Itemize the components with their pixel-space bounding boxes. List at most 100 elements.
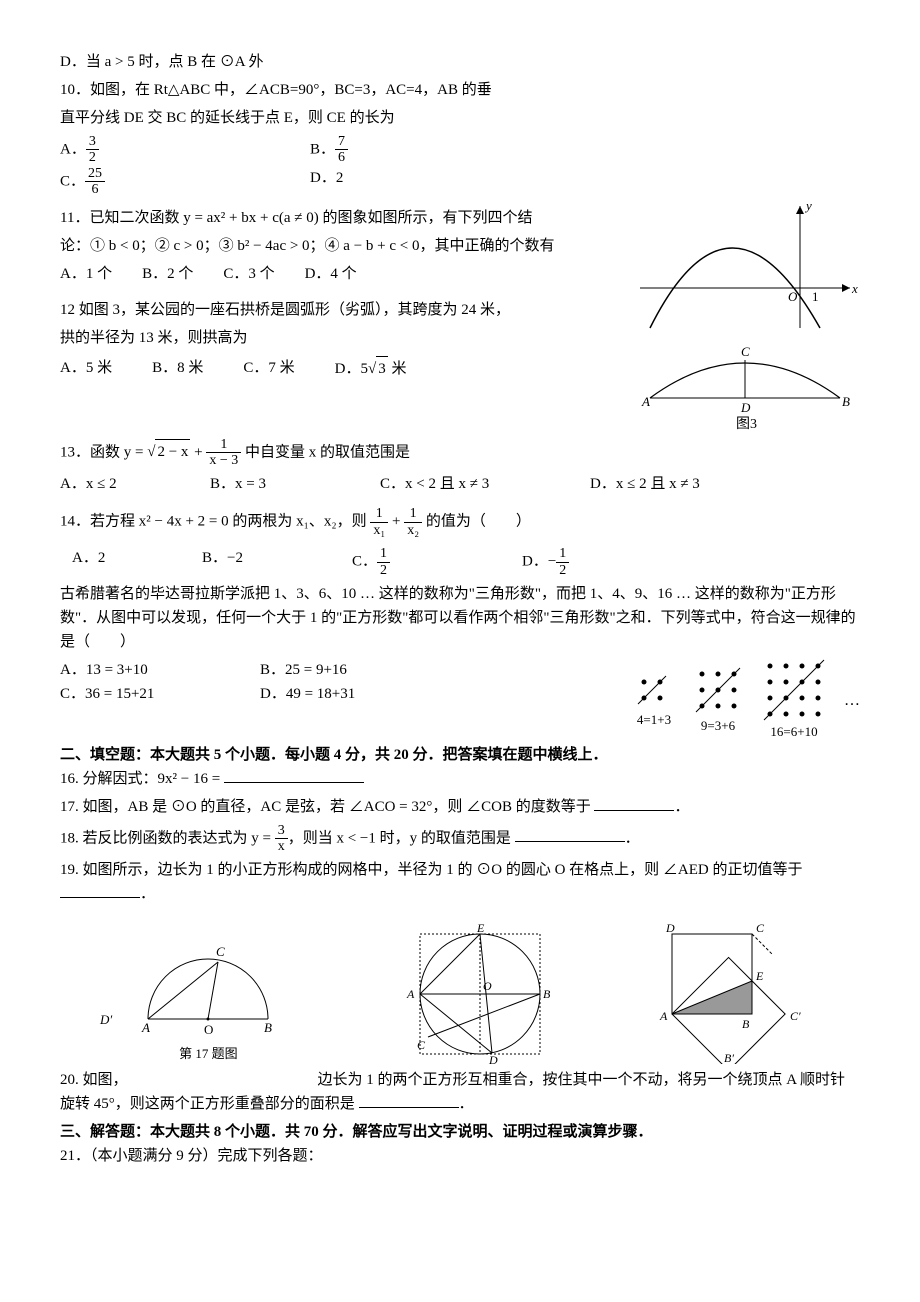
q19-end: ． [140, 886, 155, 902]
fig19-d: D [488, 1053, 498, 1064]
q14-opt-d: D．−12 [522, 546, 569, 578]
q15-fig-9 [692, 664, 744, 716]
q17-end: ． [674, 799, 689, 815]
q10-opts-row1: A．32 B．76 [60, 134, 860, 166]
q11-fig-o: O [788, 289, 798, 304]
q10-c-n: 25 [85, 166, 105, 182]
q15-dotfigs: 4=1+3 9=3+6 16=6+10 … [634, 658, 860, 743]
q12-fig-cap: 图3 [736, 417, 757, 432]
q18-b: ，则当 x < −1 时，y 的取值范围是 [288, 830, 515, 846]
fig20-cp: C′ [790, 1009, 801, 1023]
q10-stem-b: 直平分线 DE 交 BC 的延长线于点 E，则 CE 的长为 [60, 106, 860, 130]
q18-d: x [275, 839, 288, 854]
q10-opt-b: B．76 [310, 134, 348, 166]
q14-pre: 14．若方程 x² − 4x + 2 = 0 的两根为 x₁、x₂，则 [60, 514, 370, 530]
q15-fig-16 [762, 658, 826, 722]
fig20-bp: B′ [724, 1051, 734, 1064]
q12-arch-fig: A B C D 图3 [630, 338, 860, 433]
fig17-o: O [204, 1022, 213, 1037]
fig19-b: B [543, 987, 551, 1001]
q12-stem-a: 12 如图 3，某公园的一座石拱桥是圆弧形（劣弧），其跨度为 24 米， [60, 298, 620, 322]
q13-rad: 2 − x [155, 439, 190, 464]
fig20-a: A [659, 1009, 668, 1023]
q15-opt-d: D．49 = 18+31 [260, 682, 355, 706]
q12-opts: A．5 米 B．8 米 C．7 米 D．53 米 [60, 356, 620, 381]
fig20-d: D [665, 921, 675, 935]
fig17-c: C [216, 944, 225, 959]
q12-fig-c: C [741, 344, 750, 359]
q14-stem: 14．若方程 x² − 4x + 2 = 0 的两根为 x₁、x₂，则 1x₁ … [60, 506, 860, 538]
fig19-c: C [417, 1038, 426, 1052]
q14-d-pre: D．− [522, 553, 556, 569]
fig19-o: O [483, 979, 492, 993]
q13-plus: + [190, 444, 206, 460]
q15-c2: 9=3+6 [692, 716, 744, 737]
q11-opts: A．1 个 B．2 个 C．3 个 D．4 个 [60, 262, 620, 286]
q14-c-pre: C． [352, 553, 377, 569]
q12-opt-a: A．5 米 [60, 356, 112, 381]
q11-stem-a: 11．已知二次函数 y = ax² + bx + c(a ≠ 0) 的图象如图所… [60, 206, 620, 230]
q17: 17. 如图，AB 是 ⊙O 的直径，AC 是弦，若 ∠ACO = 32°，则 … [60, 795, 860, 819]
q12-opt-d: D．53 米 [335, 356, 407, 381]
q12-d-post: 米 [388, 361, 407, 377]
fig20-b: B [742, 1017, 750, 1031]
q13-pre: 13．函数 y = [60, 444, 147, 460]
fig20-c: C [756, 921, 765, 935]
q16-blank [224, 767, 364, 783]
q18-n: 3 [275, 823, 288, 839]
q17-text: 17. 如图，AB 是 ⊙O 的直径，AC 是弦，若 ∠ACO = 32°，则 … [60, 799, 594, 815]
q10-opt-c: C．256 [60, 166, 270, 198]
q12-opt-b: B．8 米 [152, 356, 203, 381]
q16-text: 16. 分解因式：9x² − 16 = [60, 771, 224, 787]
q14-opt-b: B．−2 [202, 546, 312, 578]
q19-blank [60, 882, 140, 898]
q9-opt-d: D．当 a > 5 时，点 B 在 ⊙A 外 [60, 50, 860, 74]
fig17-a: A [141, 1020, 150, 1035]
q20: 20. 如图，边长为 1 的两个正方形互相重合，按住其中一个不动，将另一个绕顶点… [60, 1068, 860, 1116]
q15-c1: 4=1+3 [634, 710, 674, 731]
q14-opts: A．2 B．−2 C．12 D．−12 [72, 546, 860, 578]
q19-text: 19. 如图所示，边长为 1 的小正方形构成的网格中，半径为 1 的 ⊙O 的圆… [60, 862, 803, 878]
q14-d-n: 1 [556, 546, 569, 562]
q13-stem: 13．函数 y = 2 − x + 1x − 3 中自变量 x 的取值范围是 [60, 437, 860, 469]
q19: 19. 如图所示，边长为 1 的小正方形构成的网格中，半径为 1 的 ⊙O 的圆… [60, 858, 860, 906]
q14-opt-c: C．12 [352, 546, 482, 578]
q15-opt-a: A．13 = 3+10 [60, 658, 220, 682]
section-2-heading: 二、填空题：本大题共 5 个小题．每小题 4 分，共 20 分．把答案填在题中横… [60, 743, 860, 767]
q11-fig-y: y [804, 198, 812, 213]
q10-c-pre: C． [60, 173, 85, 189]
q10-opt-d: D．2 [310, 166, 343, 198]
q15-opt-b: B．25 = 9+16 [260, 658, 347, 682]
q11-fig-1: 1 [812, 289, 819, 304]
q17-blank [594, 795, 674, 811]
q20-end: ． [459, 1096, 474, 1112]
fig17-b: B [264, 1020, 272, 1035]
q12-fig-a: A [641, 394, 650, 409]
q14-f1n: 1 [370, 506, 388, 522]
q13-fd: x − 3 [206, 453, 241, 468]
fig19-a: A [406, 987, 415, 1001]
q13-opt-d: D．x ≤ 2 且 x ≠ 3 [590, 472, 700, 496]
q13-post: 中自变量 x 的取值范围是 [241, 444, 410, 460]
q14-plus: + [388, 514, 404, 530]
q10-c-d: 6 [85, 182, 105, 197]
fig17-wrap: A B C O D′ 第 17 题图 [98, 924, 318, 1065]
q14-d-d: 2 [556, 563, 569, 578]
q10-b-d: 6 [335, 150, 348, 165]
q10-a-pre: A． [60, 141, 86, 157]
fig19-wrap: A B C D E O [395, 924, 565, 1064]
q13-opt-c: C．x < 2 且 x ≠ 3 [380, 472, 550, 496]
q12-d-rad: 3 [376, 356, 388, 381]
q11-parabola-fig: x y O 1 [630, 198, 860, 338]
figs-row: A B C O D′ 第 17 题图 A B C D E O [60, 914, 860, 1064]
fig17-dp: D′ [99, 1012, 112, 1027]
q11-stem-b: 论：① b < 0；② c > 0；③ b² − 4ac > 0；④ a − b… [60, 234, 620, 258]
q11-q12-figs: x y O 1 A B C D 图3 [630, 198, 860, 433]
q15-c3: 16=6+10 [762, 722, 826, 743]
fig17: A B C O D′ [98, 924, 318, 1044]
q16: 16. 分解因式：9x² − 16 = [60, 767, 860, 791]
q11-row: 11．已知二次函数 y = ax² + bx + c(a ≠ 0) 的图象如图所… [60, 198, 860, 433]
q15-row: A．13 = 3+10 B．25 = 9+16 C．36 = 15+21 D．4… [60, 658, 860, 743]
q10-b-pre: B． [310, 141, 335, 157]
q20-blank [359, 1092, 459, 1108]
